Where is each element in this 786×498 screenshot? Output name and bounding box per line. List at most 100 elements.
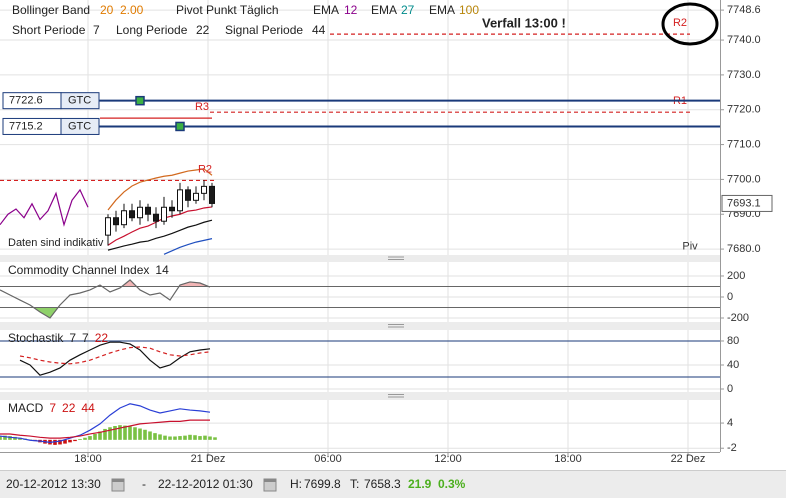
date-separator: - <box>142 477 146 491</box>
indicator-label: Pivot Punkt Täglich <box>176 3 279 17</box>
panel <box>0 33 690 255</box>
series-line <box>0 419 210 439</box>
y-tick-label: 4 <box>727 417 733 429</box>
y-tick-label: 80 <box>727 335 739 347</box>
histogram-bar <box>123 425 127 440</box>
y-tick-label: 7680.0 <box>727 243 761 255</box>
histogram-bar <box>173 436 177 440</box>
candle-body <box>121 210 127 226</box>
series-line <box>163 238 213 255</box>
y-tick-label: 7720.0 <box>727 104 761 116</box>
indicator-label: Short Periode <box>12 23 86 37</box>
panel <box>0 403 217 445</box>
y-tick-label: 40 <box>727 359 739 371</box>
separator-grips <box>388 256 404 398</box>
y-tick-label: 7700.0 <box>727 173 761 185</box>
change-percent: 0.3% <box>438 477 466 491</box>
high-label: H: <box>290 477 302 491</box>
y-tick-label: 7730.0 <box>727 69 761 81</box>
histogram-bar <box>213 437 217 440</box>
panel <box>0 340 720 378</box>
histogram-bar <box>183 435 187 440</box>
calendar-icon[interactable] <box>111 478 125 492</box>
highlight-circle <box>661 2 719 46</box>
date-from[interactable]: 20-12-2012 13:30 <box>6 477 101 491</box>
candle-body <box>209 185 215 204</box>
indicator-param: 12 <box>344 3 358 17</box>
x-tick-label: 18:00 <box>74 453 102 465</box>
y-tick-label: 7740.0 <box>727 34 761 46</box>
histogram-bar <box>18 437 22 440</box>
histogram-bar <box>168 436 172 440</box>
histogram-bar <box>53 439 57 445</box>
histogram-bar <box>128 426 132 440</box>
candle-body <box>137 206 143 219</box>
indicator-label: EMA <box>313 3 339 17</box>
indicator-param: 2.00 <box>120 3 144 17</box>
x-tick-label: 21 Dez <box>191 453 226 465</box>
candle-body <box>193 192 199 201</box>
histogram-bar <box>163 435 167 440</box>
order-marker[interactable] <box>135 95 145 106</box>
histogram-bar <box>108 427 112 440</box>
histogram-bar <box>58 439 62 445</box>
candle-body <box>153 213 159 222</box>
x-tick-label: 22 Dez <box>671 453 706 465</box>
expiry-note: Verfall 13:00 ! <box>482 15 566 30</box>
histogram-bar <box>198 436 202 440</box>
high-value: 7699.8 <box>304 477 341 491</box>
panel-separator[interactable] <box>0 255 720 262</box>
histogram-bar <box>158 434 162 440</box>
panel <box>0 279 720 319</box>
series-line <box>19 341 211 376</box>
order-marker[interactable] <box>175 121 185 132</box>
panel-title: MACD <box>8 401 44 415</box>
threshold-fill <box>0 279 210 287</box>
histogram-bar <box>143 429 147 440</box>
histogram-bar <box>0 436 2 440</box>
y-tick-label: 7748.6 <box>727 4 761 16</box>
y-tick-label: 200 <box>727 270 745 282</box>
change-value: 21.9 <box>408 477 432 491</box>
histogram-bar <box>68 439 72 443</box>
histogram-bar <box>88 436 92 440</box>
last-price-box <box>721 194 773 212</box>
order-price: 7715.2 <box>9 120 43 132</box>
panel-param: 44 <box>81 401 95 415</box>
indicator-param: 22 <box>196 23 210 37</box>
x-tick-label: 18:00 <box>554 453 582 465</box>
panel-param: 7 <box>49 401 56 415</box>
histogram-bar <box>113 426 117 440</box>
pivot-label: R2 <box>198 163 212 175</box>
histogram-bar <box>8 436 12 440</box>
histogram-bar <box>98 431 102 440</box>
panel-separator[interactable] <box>0 392 720 400</box>
histogram-bar <box>13 436 17 440</box>
x-tick-label: 12:00 <box>434 453 462 465</box>
date-to[interactable]: 22-12-2012 01:30 <box>158 477 253 491</box>
candle-body <box>177 189 183 212</box>
order-tif: GTC <box>68 120 91 132</box>
histogram-bar <box>153 433 157 440</box>
calendar-icon[interactable] <box>263 478 277 492</box>
y-tick-label: 0 <box>727 291 733 303</box>
order-tif: GTC <box>68 95 91 107</box>
indicator-label: Signal Periode <box>225 23 303 37</box>
candle-body <box>105 217 111 236</box>
indicator-label: EMA <box>429 3 455 17</box>
series-line <box>107 206 213 246</box>
footer-bar <box>0 470 786 498</box>
y-tick-label: -200 <box>727 312 749 324</box>
panel-param: 7 <box>69 331 76 345</box>
panel-param: 7 <box>82 331 89 345</box>
histogram-bar <box>93 433 97 440</box>
series-line <box>0 279 211 319</box>
panel-separator[interactable] <box>0 322 720 330</box>
panel-param: 22 <box>95 331 109 345</box>
pivot-label: R2 <box>673 17 687 29</box>
histogram-bar <box>63 439 67 444</box>
histogram-bar <box>83 437 87 440</box>
indicator-label: EMA <box>371 3 397 17</box>
